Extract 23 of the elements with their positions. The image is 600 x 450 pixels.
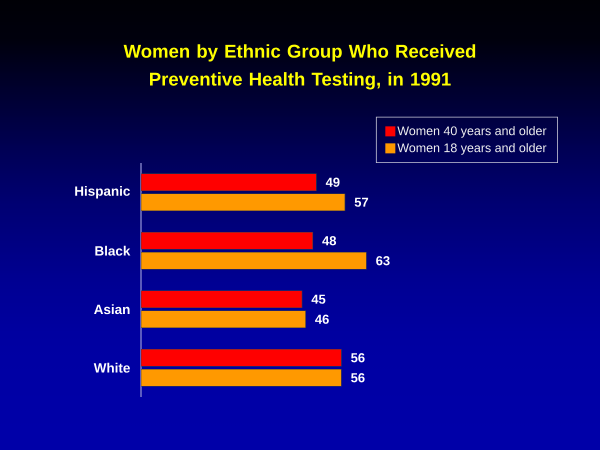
- data-label: 48: [322, 236, 336, 246]
- legend-label: Women 18 years and older: [397, 143, 546, 155]
- bar: [141, 173, 317, 192]
- bar: [141, 290, 302, 308]
- y-tick-label: White: [94, 362, 130, 373]
- data-label: 63: [376, 256, 390, 266]
- bar: [141, 232, 314, 250]
- data-label: 49: [326, 178, 340, 187]
- bar: [141, 310, 306, 328]
- y-tick-label: Asian: [94, 304, 130, 314]
- bar: [141, 368, 342, 387]
- data-label: 56: [351, 353, 365, 362]
- bar: [141, 193, 346, 212]
- y-tick-label: Hispanic: [75, 186, 130, 199]
- data-label: 57: [354, 198, 368, 207]
- legend-label: Women 40 years and older: [397, 126, 546, 138]
- y-tick-label: Black: [95, 246, 130, 256]
- data-label: 56: [351, 373, 365, 382]
- bar: [141, 252, 367, 270]
- data-label: 45: [312, 294, 326, 304]
- chart-title: Women by Ethnic Group Who Received Preventive Health Testing, in 1991: [124, 44, 476, 90]
- data-label: 46: [315, 314, 329, 324]
- bar: [141, 348, 342, 367]
